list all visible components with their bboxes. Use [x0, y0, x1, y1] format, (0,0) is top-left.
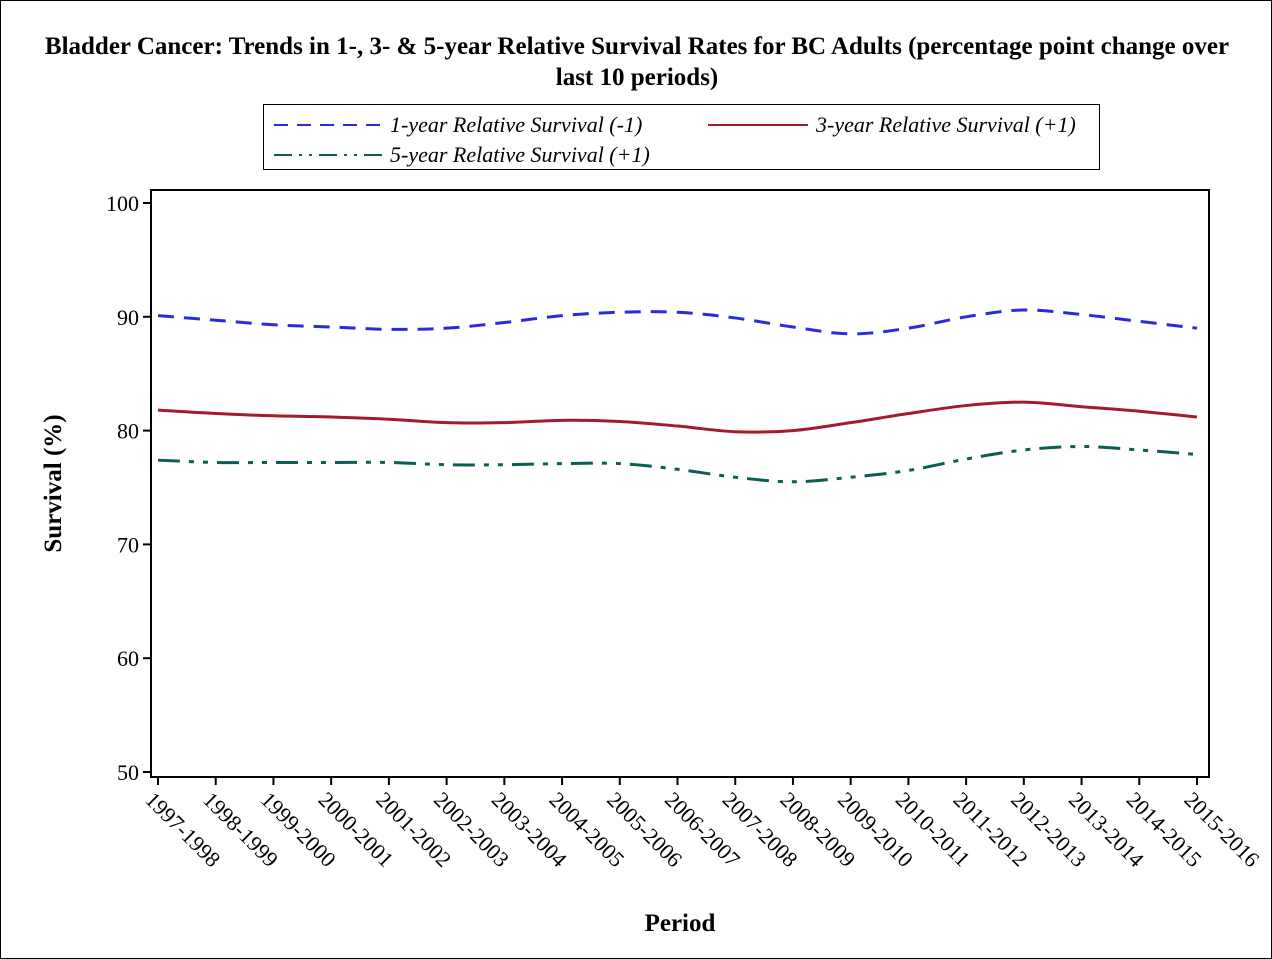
- y-tick-label: 90: [117, 305, 139, 330]
- legend-label-5yr: 5-year Relative Survival (+1): [390, 142, 650, 167]
- y-tick-label: 80: [117, 419, 139, 444]
- y-axis-title: Survival (%): [40, 414, 67, 552]
- legend-swatch-3yr: [708, 124, 808, 126]
- series-line-1: [157, 400, 1198, 434]
- y-tick-label: 60: [117, 646, 139, 671]
- legend: 1-year Relative Survival (-1) 3-year Rel…: [263, 104, 1100, 170]
- y-tick-label: 100: [106, 191, 139, 216]
- legend-item-5yr: 5-year Relative Survival (+1): [274, 141, 694, 169]
- legend-label-1yr: 1-year Relative Survival (-1): [390, 112, 643, 137]
- legend-swatch-1yr: [274, 124, 382, 126]
- legend-label-3yr: 3-year Relative Survival (+1): [816, 112, 1076, 137]
- legend-item-1yr: 1-year Relative Survival (-1): [274, 111, 694, 139]
- x-axis-title: Period: [645, 910, 716, 937]
- plot-area: [150, 189, 1210, 778]
- y-tick-label: 70: [117, 532, 139, 557]
- legend-item-3yr: 3-year Relative Survival (+1): [708, 111, 1098, 139]
- chart-title: Bladder Cancer: Trends in 1-, 3- & 5-yea…: [44, 33, 1230, 91]
- y-tick-label: 50: [117, 760, 139, 785]
- legend-swatch-5yr: [274, 154, 382, 156]
- series-line-2: [157, 445, 1198, 484]
- series-line-0: [157, 308, 1198, 336]
